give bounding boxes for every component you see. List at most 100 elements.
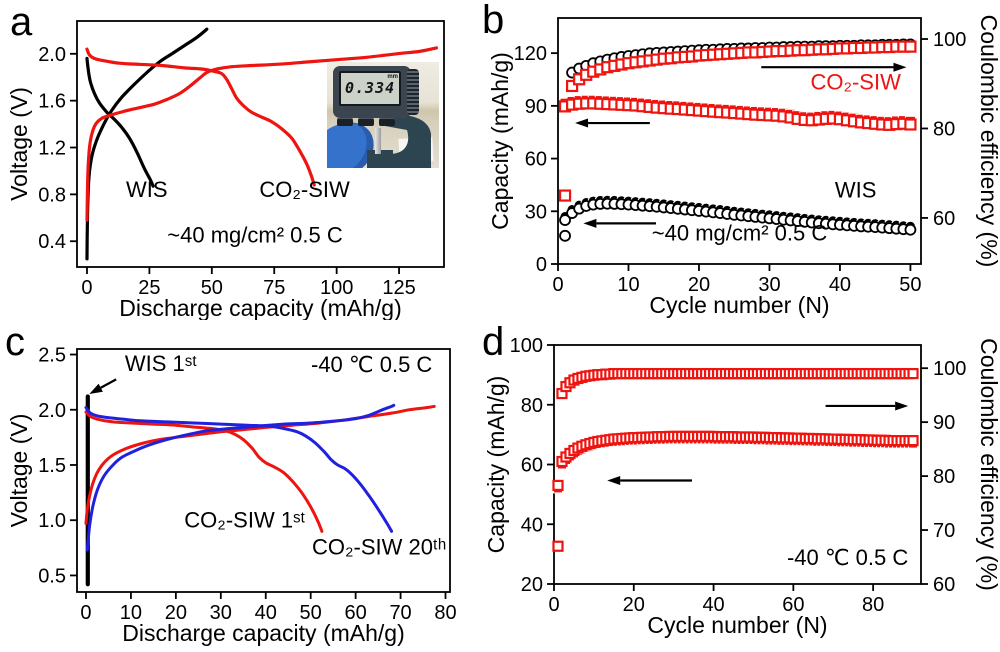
x-tick-label: 50	[300, 602, 322, 624]
y-tick-label: 20	[521, 574, 543, 596]
y-tick-label: 1.6	[38, 91, 66, 113]
y-axis-label: Capacity (mAh/g)	[483, 376, 509, 554]
y-tick-label: 80	[521, 395, 543, 417]
y-tick-label: 60	[525, 149, 547, 171]
y-tick-label: 1.5	[38, 455, 66, 477]
x-tick-label: 50	[899, 274, 921, 296]
annotations: WIS 1ˢᵗ -40 ℃ 0.5 C CO₂-SIW 1ˢᵗ CO₂-SIW 20ᵗ…	[89, 351, 446, 559]
annotation-text: CO₂-SIW	[259, 177, 350, 202]
annotation-text: -40 ℃ 0.5 C	[311, 352, 432, 377]
y2-tick-label: 100	[933, 358, 966, 380]
x-tick-label: 0	[81, 277, 92, 299]
x-tick-label: 10	[120, 602, 142, 624]
lcd-display: 0.334 mm	[339, 71, 401, 106]
panel-letter-d: d	[482, 320, 505, 364]
x-axis-label: Cycle number (N)	[649, 292, 829, 318]
x-tick-label: 0	[548, 594, 559, 616]
y-tick-label: 0	[536, 254, 547, 276]
thickness-gauge-inset: 0.334 mm	[327, 62, 439, 168]
series-co2-siw-coulombic-efficiency	[558, 40, 917, 202]
marker-square-open	[552, 540, 564, 552]
marker-square-open	[904, 118, 917, 131]
annotations: CO₂-SIW WIS ~40 mg/cm² 0.5 C	[575, 62, 907, 246]
panel-letter-b: b	[482, 0, 505, 42]
y2-axis-label: Coulombic efficiency (%)	[976, 338, 1000, 591]
y-tick-label: 90	[525, 96, 547, 118]
marker-circle-open	[559, 214, 571, 226]
x-tick-label: 20	[688, 274, 710, 296]
series-line	[85, 46, 439, 222]
x-tick-label: 80	[434, 602, 456, 624]
x-tick-label: 40	[702, 594, 724, 616]
annotations: WIS CO₂-SIW ~40 mg/cm² 0.5 C	[126, 177, 350, 248]
marker-square-open	[565, 79, 579, 93]
y-tick-label: 40	[521, 514, 543, 536]
arrow-head	[895, 401, 909, 411]
x-tick-label: 30	[210, 602, 232, 624]
arrow-head	[893, 62, 907, 72]
axes: 0 10 20 30 40 50 0 30 60 90 120 60 80 100 Cycle number…	[487, 15, 1000, 318]
series-co2-siw-coulombic-efficiency	[552, 367, 919, 552]
gauge-c-frame	[367, 114, 431, 168]
y2-tick-label: 60	[933, 208, 955, 230]
marker-circle-open	[904, 223, 917, 236]
annotations: -40 ℃ 0.5 C	[607, 401, 909, 570]
x-tick-label: 40	[829, 274, 851, 296]
marker-square-open	[904, 40, 917, 53]
chart-a-voltage-vs-capacity: 0 25 50 75 100 125 0.4 0.8 1.2 1.6 2.0 Discharge ca…	[6, 20, 445, 320]
annotation-text: CO₂-SIW	[810, 69, 901, 94]
annotation-text: ~40 mg/cm² 0.5 C	[167, 222, 343, 247]
x-tick-label: 125	[382, 277, 415, 299]
x-tick-label: 60	[345, 602, 367, 624]
c-frame-shape	[385, 114, 431, 168]
arrow-head	[607, 476, 621, 486]
panel-letter-c: c	[5, 320, 25, 364]
axes: 0 25 50 75 100 125 0.4 0.8 1.2 1.6 2.0 Discharge ca…	[6, 20, 445, 320]
series-co2-siw-charge	[85, 46, 439, 222]
series-co2-siw-charge-capacity	[558, 97, 917, 131]
marker-square-open	[552, 479, 564, 492]
x-tick-label: 25	[138, 277, 160, 299]
y-tick-label: 60	[521, 455, 543, 477]
y-tick-label: 1.2	[38, 138, 66, 160]
lcd-unit: mm	[387, 74, 398, 80]
x-axis-label: Discharge capacity (mAh/g)	[122, 620, 405, 646]
x-tick-label: 80	[862, 594, 884, 616]
y2-tick-label: 80	[933, 466, 955, 488]
x-tick-label: 20	[623, 594, 645, 616]
x-axis-label: Discharge capacity (mAh/g)	[119, 295, 402, 320]
y-axis-label: Voltage (V)	[6, 87, 32, 201]
arrow-head	[89, 383, 103, 394]
lcd-reading: 0.334	[345, 79, 396, 97]
gauge-spindle	[375, 128, 381, 154]
plot-frame	[557, 17, 922, 265]
anvil-block	[367, 150, 393, 168]
y2-tick-label: 70	[933, 520, 955, 542]
marker-square-open	[907, 434, 919, 447]
series-co2-siw-discharge	[85, 47, 316, 187]
y-tick-label: 1.0	[38, 510, 66, 532]
x-tick-label: 75	[263, 277, 285, 299]
series-co2-siw-20th-discharge	[84, 406, 394, 533]
panel-b: b 0 10 20 30 40 50 0 30 60 90 120 60 80 100 Cycle numb…	[470, 0, 1000, 320]
y-tick-label: 2.5	[38, 345, 66, 367]
x-tick-label: 0	[552, 274, 563, 296]
y-tick-label: 30	[525, 201, 547, 223]
annotation-text: WIS	[126, 177, 168, 202]
chart-c-voltage-vs-capacity-low-temp: 0 10 20 30 40 50 60 70 80 0.5 1.0 1.5 2.0 2.5 Discharg…	[6, 345, 457, 646]
plot-frame	[76, 20, 445, 268]
plot-frame	[76, 348, 451, 593]
gauge-buttons	[337, 118, 407, 126]
y-tick-label: 2.0	[38, 44, 66, 66]
y-tick-label: 0.4	[38, 231, 66, 253]
annotation-text: ~40 mg/cm² 0.5 C	[652, 221, 828, 246]
annotation-text: -40 ℃ 0.5 C	[787, 545, 908, 570]
x-tick-label: 70	[389, 602, 411, 624]
x-tick-label: 40	[255, 602, 277, 624]
arrow-head	[583, 218, 597, 228]
y2-tick-label: 100	[933, 29, 966, 51]
x-axis-label: Cycle number (N)	[647, 612, 827, 638]
x-tick-label: 50	[201, 277, 223, 299]
